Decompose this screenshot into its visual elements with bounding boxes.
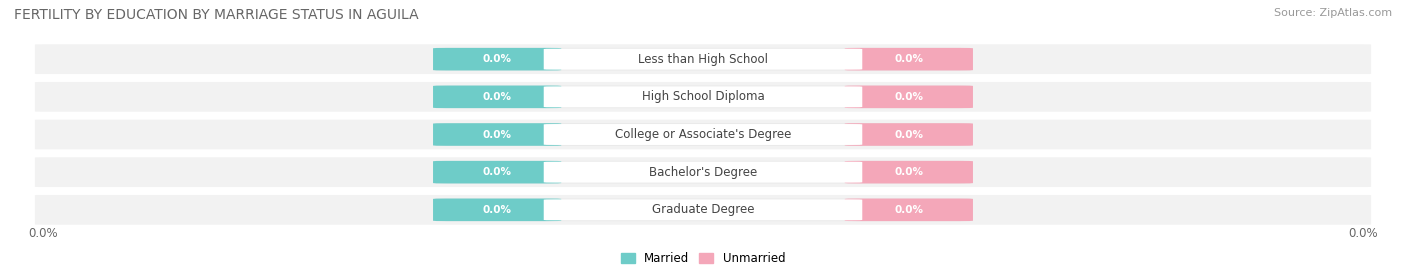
Text: 0.0%: 0.0%	[482, 129, 512, 140]
Text: 0.0%: 0.0%	[894, 167, 924, 177]
FancyBboxPatch shape	[433, 199, 973, 221]
FancyBboxPatch shape	[35, 195, 1371, 225]
FancyBboxPatch shape	[845, 123, 973, 146]
FancyBboxPatch shape	[845, 48, 973, 70]
Text: FERTILITY BY EDUCATION BY MARRIAGE STATUS IN AGUILA: FERTILITY BY EDUCATION BY MARRIAGE STATU…	[14, 8, 419, 22]
Text: 0.0%: 0.0%	[482, 205, 512, 215]
FancyBboxPatch shape	[433, 86, 973, 108]
FancyBboxPatch shape	[544, 162, 862, 183]
FancyBboxPatch shape	[433, 123, 973, 146]
Text: College or Associate's Degree: College or Associate's Degree	[614, 128, 792, 141]
FancyBboxPatch shape	[845, 199, 973, 221]
Text: Less than High School: Less than High School	[638, 53, 768, 66]
FancyBboxPatch shape	[35, 82, 1371, 112]
Text: 0.0%: 0.0%	[482, 167, 512, 177]
FancyBboxPatch shape	[544, 124, 862, 145]
FancyBboxPatch shape	[433, 123, 561, 146]
Text: 0.0%: 0.0%	[894, 205, 924, 215]
FancyBboxPatch shape	[35, 44, 1371, 74]
FancyBboxPatch shape	[544, 199, 862, 220]
FancyBboxPatch shape	[544, 86, 862, 107]
FancyBboxPatch shape	[35, 120, 1371, 149]
FancyBboxPatch shape	[35, 157, 1371, 187]
FancyBboxPatch shape	[845, 86, 973, 108]
FancyBboxPatch shape	[433, 86, 561, 108]
Text: Source: ZipAtlas.com: Source: ZipAtlas.com	[1274, 8, 1392, 18]
Text: 0.0%: 0.0%	[894, 54, 924, 64]
FancyBboxPatch shape	[433, 199, 561, 221]
Text: 0.0%: 0.0%	[482, 54, 512, 64]
FancyBboxPatch shape	[544, 49, 862, 70]
FancyBboxPatch shape	[433, 48, 973, 70]
FancyBboxPatch shape	[433, 161, 561, 183]
Text: Bachelor's Degree: Bachelor's Degree	[650, 166, 756, 179]
Text: High School Diploma: High School Diploma	[641, 90, 765, 103]
FancyBboxPatch shape	[433, 161, 973, 183]
Legend: Married, Unmarried: Married, Unmarried	[616, 247, 790, 269]
Text: 0.0%: 0.0%	[28, 227, 58, 240]
Text: 0.0%: 0.0%	[894, 129, 924, 140]
Text: 0.0%: 0.0%	[1348, 227, 1378, 240]
Text: 0.0%: 0.0%	[482, 92, 512, 102]
FancyBboxPatch shape	[433, 48, 561, 70]
FancyBboxPatch shape	[845, 161, 973, 183]
Text: 0.0%: 0.0%	[894, 92, 924, 102]
Text: Graduate Degree: Graduate Degree	[652, 203, 754, 216]
